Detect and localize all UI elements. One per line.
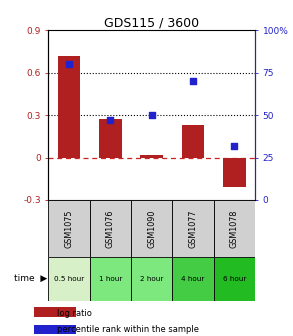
Title: GDS115 / 3600: GDS115 / 3600 [104,16,199,29]
Bar [99,119,122,158]
Text: GSM1075: GSM1075 [64,209,74,248]
Text: time  ▶: time ▶ [14,275,47,283]
Bar [131,200,172,257]
Text: 6 hour: 6 hour [223,276,246,282]
Text: GSM1090: GSM1090 [147,209,156,248]
Point [67,61,71,67]
Bar [131,257,172,301]
Point [108,118,113,123]
Text: 1 hour: 1 hour [99,276,122,282]
Bar [48,200,90,257]
Point [149,112,154,118]
Text: 2 hour: 2 hour [140,276,163,282]
Bar [214,200,255,257]
Bar [172,257,214,301]
Bar [34,307,76,317]
Bar [34,325,76,334]
Bar [48,257,90,301]
Bar [90,200,131,257]
Point [232,143,237,148]
Text: GSM1078: GSM1078 [230,209,239,248]
Text: log ratio: log ratio [57,308,92,318]
Bar [172,200,214,257]
Text: GSM1076: GSM1076 [106,209,115,248]
Bar [223,158,246,187]
Text: GSM1077: GSM1077 [188,209,197,248]
Bar [58,56,80,158]
Bar [214,257,255,301]
Bar [182,125,204,158]
Bar [90,257,131,301]
Text: 4 hour: 4 hour [181,276,205,282]
Text: percentile rank within the sample: percentile rank within the sample [57,325,199,334]
Bar [140,155,163,158]
Point [190,79,195,84]
Text: 0.5 hour: 0.5 hour [54,276,84,282]
